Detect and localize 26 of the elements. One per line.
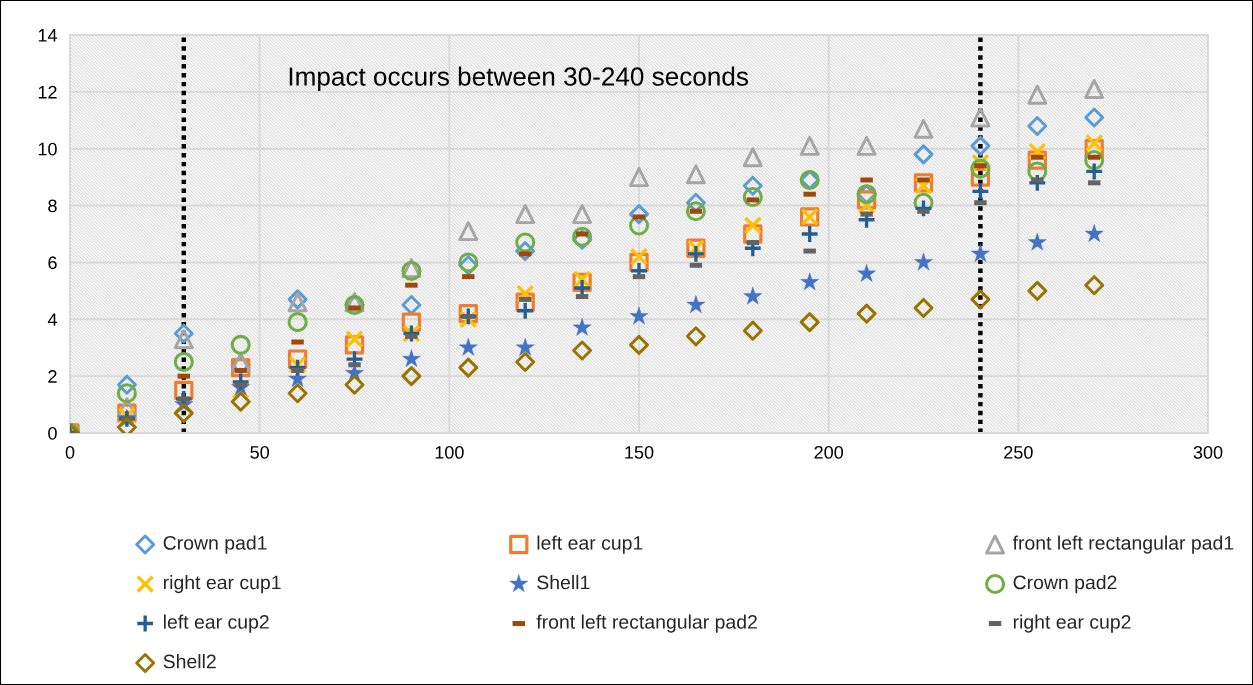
legend-label: Shell1 — [537, 575, 590, 590]
legend-label: front left rectangular pad2 — [536, 614, 757, 633]
x-tick-label: 100 — [435, 445, 464, 459]
y-tick-label: 6 — [48, 256, 57, 270]
y-tick-label: 8 — [48, 199, 57, 213]
legend-label: Shell2 — [163, 654, 216, 669]
legend-label: front left rectangular pad1 — [1012, 535, 1234, 554]
legend-label: right ear cup1 — [163, 575, 281, 594]
annotation: Impact occurs between 30-240 seconds — [289, 66, 748, 91]
legend-label: left ear cup1 — [537, 535, 643, 554]
legend-label: Crown pad2 — [1013, 575, 1117, 594]
x-tick-label: 250 — [1004, 445, 1033, 459]
y-tick-label: 0 — [48, 426, 57, 440]
legend-label: right ear cup2 — [1013, 614, 1131, 633]
x-tick-label: 200 — [814, 445, 844, 459]
x-tick-label: 50 — [250, 445, 269, 459]
y-tick-label: 10 — [38, 142, 57, 156]
x-tick-label: 0 — [65, 445, 75, 459]
y-tick-label: 2 — [48, 370, 57, 383]
y-tick-label: 4 — [47, 313, 57, 326]
legend-label: Crown pad1 — [163, 535, 267, 554]
legend-label: left ear cup2 — [163, 614, 269, 633]
x-tick-label: 300 — [1193, 445, 1223, 459]
x-tick-label: 150 — [625, 445, 654, 459]
y-tick-label: 12 — [38, 85, 57, 99]
y-tick-label: 14 — [38, 29, 57, 42]
